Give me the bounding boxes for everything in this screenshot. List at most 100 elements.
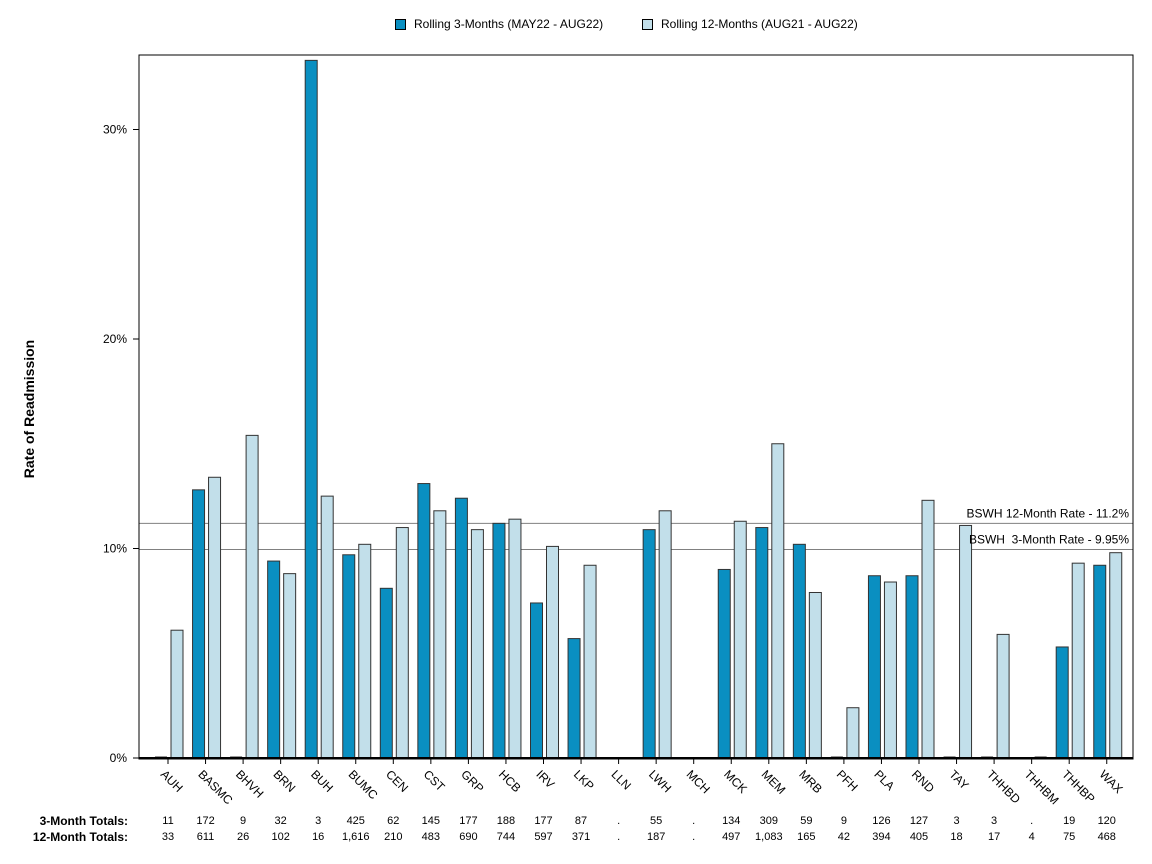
bar-twelve-month — [808, 591, 822, 759]
twelve-month-total-cell: 42 — [837, 831, 851, 843]
bar-three-month — [717, 568, 731, 759]
bar-twelve-month — [583, 564, 597, 759]
three-month-total-cell: 177 — [459, 815, 478, 827]
x-tick-label: IRV — [533, 767, 557, 791]
bar-twelve-month — [1071, 562, 1085, 759]
x-tick-label: LWH — [646, 767, 674, 795]
bar-twelve-month — [395, 527, 409, 759]
twelve-month-total-cell: 165 — [797, 831, 816, 843]
bar-three-month — [417, 483, 431, 759]
legend-item-three-month: Rolling 3-Months (MAY22 - AUG22) — [395, 17, 603, 31]
x-tick-label: TAY — [946, 767, 971, 792]
x-tick-label: WAX — [1097, 767, 1126, 796]
twelve-month-total-cell: 744 — [496, 831, 516, 843]
twelve-month-total-cell: 483 — [421, 831, 441, 843]
twelve-month-total-cell: 371 — [571, 831, 591, 843]
three-month-total-cell: 3 — [953, 815, 960, 827]
bar-three-month — [342, 554, 356, 759]
x-tick-label: BASMC — [195, 767, 235, 807]
x-tick-label: THHBM — [1022, 767, 1062, 807]
x-tick-label: GRP — [458, 767, 486, 795]
x-tick-label: PFH — [834, 767, 861, 794]
y-axis-ticks: 0% 10% 20% 30% — [103, 123, 139, 765]
bar-three-month — [1055, 646, 1069, 759]
x-tick-label: CST — [421, 767, 448, 794]
three-month-total-cell: 19 — [1063, 815, 1076, 827]
twelve-month-total-cell: 33 — [161, 831, 175, 843]
x-tick-label: PLA — [871, 767, 897, 793]
three-month-total-cell: 87 — [574, 815, 588, 827]
bar-three-month — [267, 560, 281, 759]
three-month-total-cell: 59 — [800, 815, 813, 827]
bar-twelve-month — [508, 518, 522, 759]
x-tick-label: THHBP — [1059, 767, 1098, 806]
x-tick-label: CEN — [383, 767, 411, 795]
y-tick-label: 30% — [103, 123, 127, 137]
three-month-total-cell: 9 — [240, 815, 247, 827]
twelve-month-total-cell: 187 — [646, 831, 666, 843]
bar-three-month — [192, 489, 206, 759]
x-tick-label: BRN — [271, 767, 299, 795]
twelve-month-total-cell: 4 — [1028, 831, 1035, 843]
bar-twelve-month — [358, 543, 372, 759]
legend-label-three-month: Rolling 3-Months (MAY22 - AUG22) — [414, 17, 604, 31]
three-month-total-cell: 172 — [196, 815, 215, 827]
x-tick-label: LKP — [571, 767, 597, 793]
twelve-month-total-cell: 497 — [722, 831, 741, 843]
bar-twelve-month — [733, 520, 747, 759]
twelve-month-total-cell: . — [692, 831, 696, 843]
three-month-total-cell: 126 — [872, 815, 891, 827]
twelve-month-total-cell: 26 — [236, 831, 250, 843]
bar-three-month — [492, 522, 506, 759]
reference-line-label: BSWH 12-Month Rate - 11.2% — [966, 506, 1129, 520]
twelve-month-total-cell: 690 — [459, 831, 478, 843]
x-tick-label: THHBD — [984, 767, 1023, 806]
bar-three-month — [530, 602, 543, 759]
bar-three-month — [304, 59, 318, 759]
x-tick-label: AUH — [158, 767, 186, 795]
y-tick-label: 0% — [110, 751, 128, 765]
twelve-month-total-cell: 18 — [950, 831, 963, 843]
legend-item-twelve-month: Rolling 12-Months (AUG21 - AUG22) — [642, 17, 858, 31]
bar-twelve-month — [245, 434, 259, 759]
three-month-total-cell: 127 — [909, 815, 929, 827]
bar-twelve-month — [996, 633, 1010, 759]
bar-twelve-month — [921, 499, 935, 759]
x-tick-label: RND — [909, 767, 938, 796]
three-month-total-cell: 3 — [991, 815, 998, 827]
bar-twelve-month — [320, 495, 334, 759]
legend-swatch-twelve-month — [642, 18, 653, 30]
three-month-total-cell: . — [617, 815, 621, 827]
three-month-total-cell: 62 — [387, 815, 400, 827]
three-month-total-cell: 188 — [496, 815, 516, 827]
x-tick-label: LLN — [608, 767, 633, 792]
three-month-total-cell: 145 — [421, 815, 441, 827]
three-month-total-cell: 32 — [274, 815, 287, 827]
bar-three-month — [454, 497, 468, 759]
x-tick-label: MEM — [759, 767, 789, 797]
bar-three-month — [379, 587, 393, 759]
x-tick-label: BHVH — [233, 767, 266, 800]
bar-three-month — [1093, 564, 1107, 759]
bar-twelve-month — [283, 573, 297, 759]
three-month-totals-label: 3-Month Totals: — [39, 814, 128, 828]
bar-twelve-month — [1109, 552, 1123, 759]
bar-twelve-month — [771, 443, 785, 759]
bar-three-month — [792, 543, 806, 759]
y-tick-label: 10% — [103, 542, 127, 556]
bar-twelve-month — [658, 510, 672, 759]
twelve-month-total-cell: 468 — [1097, 831, 1116, 843]
legend: Rolling 3-Months (MAY22 - AUG22) Rolling… — [0, 17, 1152, 35]
bar-twelve-month — [883, 581, 897, 759]
twelve-month-total-cell: 16 — [312, 831, 325, 843]
y-axis-label: Rate of Readmission — [21, 339, 37, 479]
three-month-total-cell: 55 — [650, 815, 663, 827]
bar-twelve-month — [846, 707, 860, 759]
x-tick-label: HCB — [496, 767, 524, 795]
x-tick-label: MCK — [721, 767, 750, 796]
twelve-month-totals-label: 12-Month Totals: — [32, 830, 128, 844]
three-month-total-cell: 11 — [162, 815, 174, 827]
twelve-month-total-cell: . — [617, 831, 621, 843]
